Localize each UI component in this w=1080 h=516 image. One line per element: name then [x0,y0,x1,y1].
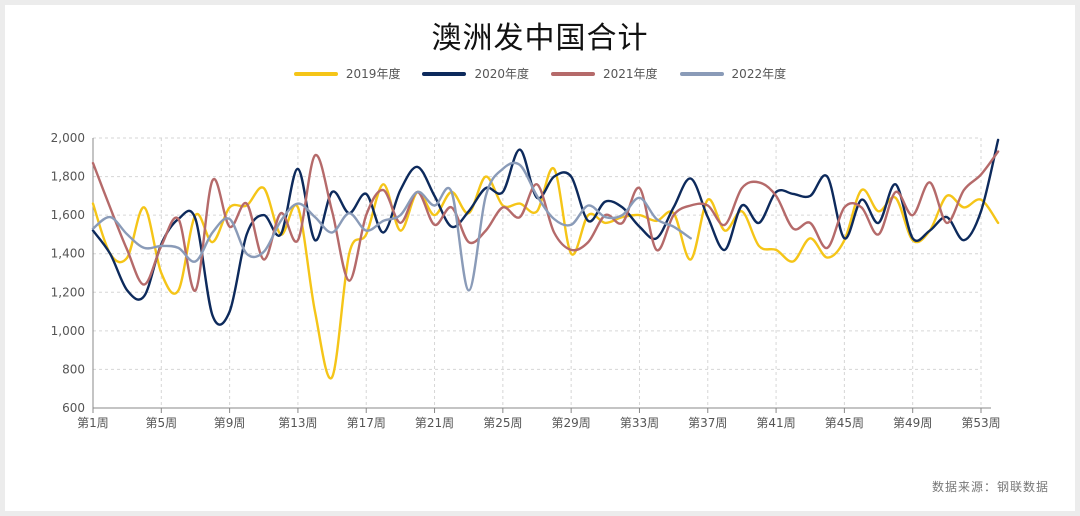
y-tick-label: 1,200 [51,285,85,299]
x-tick-label: 第1周 [77,416,109,430]
x-tick-label: 第33周 [620,416,659,430]
legend: 2019年度 2020年度 2021年度 2022年度 [5,65,1075,82]
x-tick-label: 第45周 [825,416,864,430]
x-tick-label: 第53周 [961,416,1000,430]
x-tick-label: 第25周 [483,416,522,430]
series-line-4 [91,161,692,292]
legend-label: 2022年度 [731,67,787,81]
x-tick-label: 第13周 [278,416,317,430]
x-tick-label: 第9周 [214,416,246,430]
y-tick-label: 1,000 [51,324,85,338]
series-line-2 [91,138,1000,326]
series-line-1 [91,167,1000,380]
chart-title: 澳洲发中国合计 [431,21,649,56]
x-tick-label: 第5周 [145,416,177,430]
x-tick-label: 第37周 [688,416,727,430]
legend-label: 2019年度 [345,67,401,81]
legend-label: 2020年度 [474,67,529,81]
y-tick-label: 600 [62,401,85,415]
legend-swatch [422,71,467,76]
x-tick-label: 第29周 [552,416,591,430]
y-tick-label: 1,800 [51,170,85,184]
x-tick-label: 第49周 [893,416,932,430]
y-tick-label: 2,000 [51,131,85,145]
data-source: 数据来源：钢联数据 [931,480,1049,494]
legend-label: 2021年度 [603,67,658,81]
legend-item[interactable]: 2019年度 [293,65,401,82]
x-tick-label: 第41周 [756,416,795,430]
chart-plot: 600 800 1,000 1,200 1,400 1,600 1,800 2,000 第1周 第… [51,131,1001,430]
x-tick-label: 第21周 [415,416,454,430]
legend-swatch [679,71,724,76]
chart-card: 澳洲发中国合计 2019年度 2020年度 2021年度 2022年度 600 800 1… [5,5,1075,511]
y-tick-label: 800 [62,362,85,376]
y-tick-label: 1,400 [51,247,85,261]
y-tick-label: 1,600 [51,208,85,222]
legend-item[interactable]: 2022年度 [679,65,787,82]
series-line-3 [91,150,1000,292]
legend-item[interactable]: 2021年度 [551,65,658,82]
legend-swatch [293,71,338,76]
legend-swatch [551,71,595,76]
legend-item[interactable]: 2020年度 [422,65,529,82]
x-tick-label: 第17周 [347,416,386,430]
